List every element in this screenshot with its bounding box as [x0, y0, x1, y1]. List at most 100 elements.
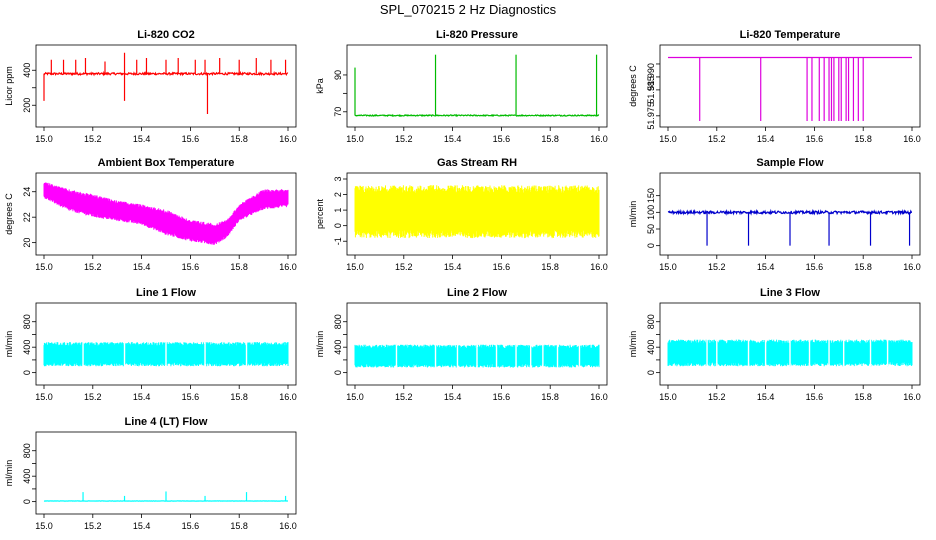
y-tick-label: 400 [22, 340, 32, 355]
chart-title: Line 1 Flow [136, 287, 196, 299]
x-tick-label: 16.0 [590, 262, 608, 272]
y-axis-label: ml/min [315, 331, 325, 358]
y-tick-label: 150 [646, 188, 656, 203]
x-tick-label: 15.6 [182, 262, 200, 272]
chart-panel-4: Ambient Box Temperature 15.0 15.2 15.4 15.6 1… [4, 157, 297, 272]
x-tick-label: 15.8 [854, 134, 872, 144]
y-tick-label: 0 [333, 223, 343, 228]
figure-title: SPL_070215 2 Hz Diagnostics [379, 2, 557, 17]
y-tick-label: 800 [22, 314, 32, 329]
x-tick-label: 15.2 [395, 392, 413, 402]
x-tick-label: 15.4 [133, 392, 151, 402]
plot-frame [659, 172, 921, 256]
x-tick-label: 15.6 [182, 134, 200, 144]
y-axis-label: degrees C [628, 65, 638, 107]
y-tick-label: 51.985 [646, 76, 656, 104]
y-axis-label: ml/min [628, 201, 638, 228]
x-tick-label: 16.0 [590, 392, 608, 402]
x-tick-label: 15.6 [182, 521, 200, 531]
x-tick-label: 15.2 [708, 262, 726, 272]
x-tick-label: 15.2 [84, 262, 102, 272]
x-tick-label: 15.0 [346, 262, 364, 272]
chart-title: Li-820 CO2 [137, 29, 194, 41]
x-tick-label: 15.8 [230, 521, 248, 531]
plot-frame [346, 44, 608, 128]
x-tick-label: 15.0 [346, 134, 364, 144]
chart-panel-6: Sample Flow 15.0 15.2 15.4 15.6 15.8 16.0 0 50 10… [628, 157, 921, 272]
x-tick-label: 16.0 [903, 134, 921, 144]
y-tick-label: 90 [333, 70, 343, 80]
x-tick-label: 15.0 [346, 392, 364, 402]
x-tick-label: 15.6 [806, 134, 824, 144]
y-tick-label: 800 [646, 314, 656, 329]
x-tick-label: 16.0 [903, 262, 921, 272]
x-tick-label: 15.0 [35, 262, 53, 272]
y-tick-label: 0 [22, 499, 32, 504]
chart-title: Li-820 Pressure [436, 29, 518, 41]
x-tick-label: 16.0 [279, 392, 297, 402]
plot-frame [35, 302, 297, 386]
x-tick-label: 15.6 [493, 392, 511, 402]
y-tick-label: 50 [646, 224, 656, 234]
y-tick-label: 0 [646, 370, 656, 375]
y-axis-label: ml/min [628, 331, 638, 358]
x-tick-label: 15.2 [708, 392, 726, 402]
x-tick-label: 15.0 [35, 521, 53, 531]
y-tick-label: 400 [22, 469, 32, 484]
x-tick-label: 15.4 [757, 262, 775, 272]
y-tick-label: 0 [646, 243, 656, 248]
chart-panel-2: Li-820 Pressure 15.0 15.2 15.4 15.6 15.8 16.0 7… [315, 29, 608, 144]
chart-title: Line 4 (LT) Flow [125, 416, 208, 428]
y-axis-label: degrees C [4, 193, 14, 235]
x-tick-label: 16.0 [903, 392, 921, 402]
x-tick-label: 15.4 [444, 392, 462, 402]
series-band [354, 344, 600, 368]
y-tick-label: 70 [333, 107, 343, 117]
x-tick-label: 15.4 [444, 134, 462, 144]
chart-title: Ambient Box Temperature [98, 157, 235, 169]
plot-frame [35, 172, 297, 256]
x-tick-label: 16.0 [279, 262, 297, 272]
x-tick-label: 15.6 [806, 262, 824, 272]
y-tick-label: 400 [22, 63, 32, 78]
x-tick-label: 16.0 [590, 134, 608, 144]
chart-panel-1: Li-820 CO2 15.0 15.2 15.4 15.6 15.8 16.0 200 400… [4, 29, 297, 144]
y-tick-label: 51.990 [646, 63, 656, 91]
series-band [667, 339, 913, 367]
x-tick-label: 15.8 [541, 392, 559, 402]
plot-frame [35, 431, 297, 515]
y-tick-label: 3 [333, 176, 343, 181]
y-tick-label: 800 [333, 314, 343, 329]
x-tick-label: 15.6 [806, 392, 824, 402]
x-tick-label: 15.6 [493, 262, 511, 272]
y-tick-label: 400 [333, 340, 343, 355]
y-tick-label: 100 [646, 205, 656, 220]
x-tick-label: 16.0 [279, 521, 297, 531]
x-tick-label: 15.4 [757, 392, 775, 402]
x-tick-label: 15.4 [444, 262, 462, 272]
x-tick-label: 15.2 [708, 134, 726, 144]
y-tick-label: 0 [333, 370, 343, 375]
x-tick-label: 15.4 [757, 134, 775, 144]
x-tick-label: 15.6 [493, 134, 511, 144]
x-tick-label: 15.2 [395, 134, 413, 144]
chart-panel-5: Gas Stream RH 15.0 15.2 15.4 15.6 15.8 16.0 -1 0… [315, 157, 608, 272]
chart-title: Gas Stream RH [437, 157, 517, 169]
x-tick-label: 15.2 [84, 134, 102, 144]
y-tick-label: 200 [22, 98, 32, 113]
chart-title: Sample Flow [756, 157, 824, 169]
y-axis-label: ml/min [4, 460, 14, 487]
plot-frame [35, 44, 297, 128]
x-tick-label: 15.8 [541, 134, 559, 144]
chart-title: Line 2 Flow [447, 287, 507, 299]
y-tick-label: 1 [333, 208, 343, 213]
x-tick-label: 16.0 [279, 134, 297, 144]
x-tick-label: 15.6 [182, 392, 200, 402]
x-tick-label: 15.2 [84, 392, 102, 402]
series-band [354, 185, 600, 239]
x-tick-label: 15.8 [854, 392, 872, 402]
plot-frame [346, 172, 608, 256]
x-tick-label: 15.8 [230, 392, 248, 402]
y-tick-label: 400 [646, 340, 656, 355]
